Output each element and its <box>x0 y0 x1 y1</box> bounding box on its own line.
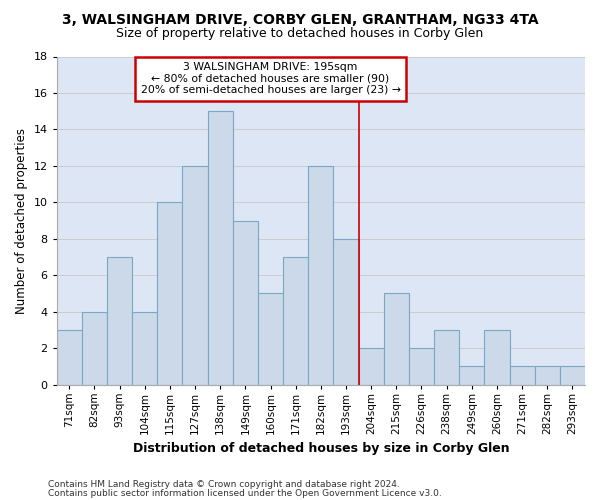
X-axis label: Distribution of detached houses by size in Corby Glen: Distribution of detached houses by size … <box>133 442 509 455</box>
Bar <box>233 220 258 384</box>
Bar <box>308 166 334 384</box>
Bar <box>132 312 157 384</box>
Bar <box>57 330 82 384</box>
Bar <box>334 239 359 384</box>
Bar <box>107 257 132 384</box>
Bar <box>459 366 484 384</box>
Text: 3 WALSINGHAM DRIVE: 195sqm
← 80% of detached houses are smaller (90)
20% of semi: 3 WALSINGHAM DRIVE: 195sqm ← 80% of deta… <box>140 62 401 95</box>
Text: Contains public sector information licensed under the Open Government Licence v3: Contains public sector information licen… <box>48 488 442 498</box>
Bar <box>509 366 535 384</box>
Bar <box>182 166 208 384</box>
Bar <box>258 294 283 384</box>
Bar <box>283 257 308 384</box>
Bar <box>434 330 459 384</box>
Bar <box>535 366 560 384</box>
Bar <box>359 348 384 385</box>
Y-axis label: Number of detached properties: Number of detached properties <box>15 128 28 314</box>
Bar <box>409 348 434 385</box>
Bar <box>82 312 107 384</box>
Bar <box>157 202 182 384</box>
Bar <box>208 111 233 384</box>
Text: 3, WALSINGHAM DRIVE, CORBY GLEN, GRANTHAM, NG33 4TA: 3, WALSINGHAM DRIVE, CORBY GLEN, GRANTHA… <box>62 12 538 26</box>
Text: Size of property relative to detached houses in Corby Glen: Size of property relative to detached ho… <box>116 28 484 40</box>
Bar <box>484 330 509 384</box>
Text: Contains HM Land Registry data © Crown copyright and database right 2024.: Contains HM Land Registry data © Crown c… <box>48 480 400 489</box>
Bar <box>384 294 409 384</box>
Bar <box>560 366 585 384</box>
